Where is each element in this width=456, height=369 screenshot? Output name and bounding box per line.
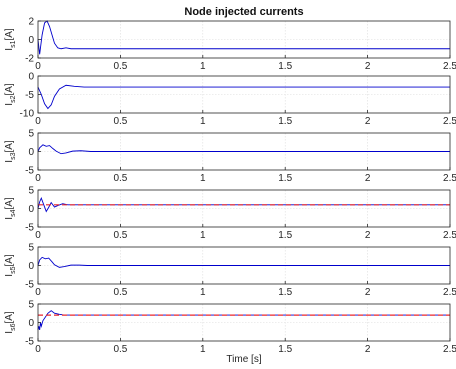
x-tick-label: 0 (35, 173, 41, 184)
current-line (37, 20, 450, 55)
y-label-subscript: s1 (10, 40, 17, 48)
y-tick-label: 5 (28, 186, 34, 197)
current-line (37, 256, 450, 268)
y-label-subscript: s5 (10, 266, 17, 274)
x-tick-label: 0.5 (113, 230, 127, 241)
y-label-unit: [A] (4, 28, 15, 40)
y-tick-label: 0 (28, 147, 34, 158)
y-tick-label: -5 (25, 223, 34, 234)
y-label-unit: [A] (4, 140, 15, 152)
x-tick-label: 1 (200, 116, 206, 127)
x-tick-label: 0.5 (113, 344, 127, 355)
y-tick-label: 0 (28, 318, 34, 329)
y-label-unit: [A] (4, 254, 15, 266)
x-tick-label: 0 (35, 116, 41, 127)
x-tick-label: 1 (200, 287, 206, 298)
current-line (37, 144, 450, 155)
x-tick-label: 2 (365, 116, 371, 127)
y-tick-label: -2 (25, 54, 34, 65)
y-label-symbol: I (4, 103, 15, 106)
y-axis-label: Is5[A] (4, 254, 17, 277)
x-tick-label: 0 (35, 287, 41, 298)
x-tick-label: 0.5 (113, 287, 127, 298)
x-tick-label: 2.5 (443, 116, 456, 127)
axes-box (37, 75, 451, 114)
x-tick-label: 2.5 (443, 287, 456, 298)
x-tick-label: 0 (35, 344, 41, 355)
chart-title: Node injected currents (184, 6, 303, 18)
y-label-symbol: I (4, 48, 15, 51)
axes-box (37, 303, 451, 342)
axes-box (37, 189, 451, 228)
current-line (37, 196, 450, 213)
x-tick-label: 0.5 (113, 116, 127, 127)
axes-box (37, 20, 451, 59)
x-tick-label: 2 (365, 344, 371, 355)
x-tick-label: 0.5 (113, 61, 127, 72)
x-tick-label: 2.5 (443, 344, 456, 355)
y-label-symbol: I (4, 331, 15, 334)
x-tick-label: 1 (200, 230, 206, 241)
x-tick-label: 1.5 (278, 344, 292, 355)
y-axis-label: Is3[A] (4, 140, 17, 163)
x-tick-label: 1.5 (278, 173, 292, 184)
x-tick-label: 2 (365, 173, 371, 184)
x-tick-label: 2.5 (443, 230, 456, 241)
y-label-subscript: s4 (10, 209, 17, 217)
y-tick-label: -5 (25, 90, 34, 101)
y-label-subscript: s2 (10, 95, 17, 103)
y-label-unit: [A] (4, 197, 15, 209)
y-label-subscript: s6 (10, 323, 17, 331)
y-axis-label: Is1[A] (4, 28, 17, 51)
x-tick-label: 1.5 (278, 61, 292, 72)
x-tick-label: 1 (200, 344, 206, 355)
y-label-symbol: I (4, 160, 15, 163)
y-label-subscript: s3 (10, 152, 17, 160)
y-axis-label: Is2[A] (4, 83, 17, 106)
subplot-2: -10 -5 0 0 0.5 1 1.5 2 2.5 Is2[A] (4, 72, 456, 128)
x-tick-label: 2.5 (443, 173, 456, 184)
x-tick-label: 2 (365, 287, 371, 298)
x-tick-label: 0 (35, 61, 41, 72)
y-tick-label: 0 (28, 35, 34, 46)
y-tick-label: 0 (28, 72, 34, 83)
x-tick-label: 2.5 (443, 61, 456, 72)
y-tick-label: -5 (25, 337, 34, 348)
x-tick-label: 1.5 (278, 116, 292, 127)
x-tick-label: 1.5 (278, 230, 292, 241)
y-tick-label: -5 (25, 280, 34, 291)
x-axis-label: Time [s] (226, 354, 261, 365)
y-tick-label: 5 (28, 300, 34, 311)
y-label-symbol: I (4, 274, 15, 277)
x-tick-label: 0 (35, 230, 41, 241)
y-label-unit: [A] (4, 83, 15, 95)
x-tick-label: 1 (200, 61, 206, 72)
y-axis-label: Is6[A] (4, 311, 17, 334)
y-tick-label: 0 (28, 204, 34, 215)
x-tick-label: 2 (365, 230, 371, 241)
y-tick-label: 5 (28, 129, 34, 140)
y-tick-label: 2 (28, 17, 34, 28)
y-label-unit: [A] (4, 311, 15, 323)
y-axis-label: Is4[A] (4, 197, 17, 220)
y-tick-label: -5 (25, 166, 34, 177)
y-tick-label: -10 (20, 109, 35, 120)
current-line (37, 84, 450, 110)
x-tick-label: 1 (200, 173, 206, 184)
x-tick-label: 0.5 (113, 173, 127, 184)
y-tick-label: 0 (28, 261, 34, 272)
y-tick-label: 5 (28, 243, 34, 254)
y-label-symbol: I (4, 217, 15, 220)
x-tick-label: 2 (365, 61, 371, 72)
x-tick-label: 1.5 (278, 287, 292, 298)
current-line (37, 310, 450, 330)
